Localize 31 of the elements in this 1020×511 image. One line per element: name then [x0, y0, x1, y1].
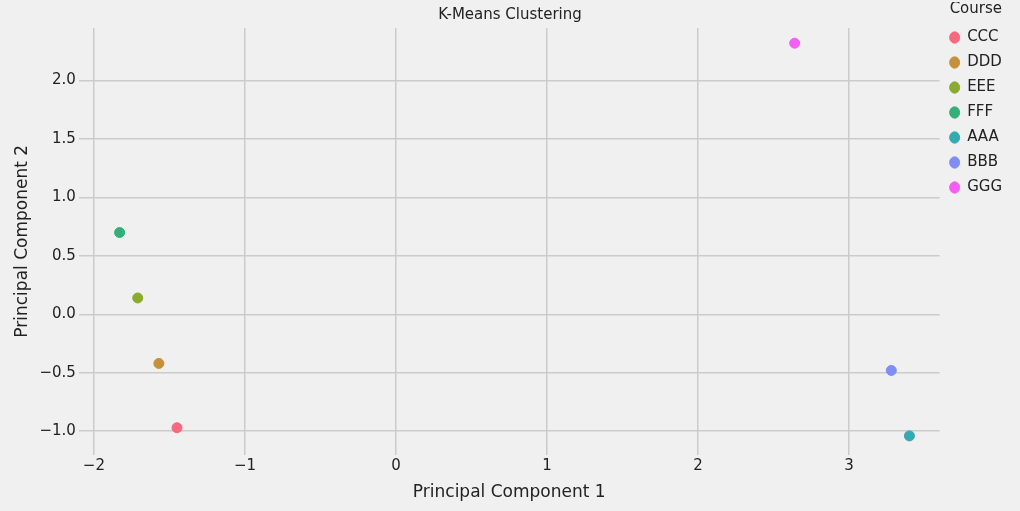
point: [903, 430, 915, 442]
legend-title: Course: [949, 0, 1002, 18]
legend-label: CCC: [967, 27, 999, 46]
legend-label: EEE: [967, 77, 996, 96]
x-tick-label: 2: [693, 456, 703, 475]
y-tick-label: 0.0: [51, 304, 76, 323]
legend-label: AAA: [967, 127, 1000, 146]
point: [153, 357, 165, 369]
y-axis-title: Principal Component 2: [10, 144, 31, 338]
y-tick-label: 2.0: [51, 70, 76, 89]
legend-label: GGG: [967, 177, 1002, 196]
point: [885, 364, 897, 376]
legend-label: BBB: [967, 152, 998, 171]
x-tick-label: 0: [391, 456, 401, 475]
x-tick-label: 1: [542, 456, 552, 475]
y-tick-label: −0.5: [39, 362, 76, 381]
x-axis-title: Principal Component 1: [412, 481, 606, 502]
x-tick-label: 3: [844, 456, 854, 475]
y-tick-label: 0.5: [51, 245, 76, 264]
x-tick-label: −2: [82, 456, 105, 475]
chart-title: K-Means Clustering: [438, 4, 582, 23]
y-tick-label: 1.0: [51, 187, 76, 206]
point: [789, 37, 801, 49]
y-tick-label: −1.0: [39, 421, 76, 440]
point: [114, 227, 126, 239]
point: [171, 422, 183, 434]
legend-label: FFF: [967, 102, 994, 121]
y-tick-label: 1.5: [51, 128, 76, 147]
x-tick-label: −1: [233, 456, 257, 475]
point: [132, 292, 144, 304]
legend-label: DDD: [967, 52, 1002, 71]
